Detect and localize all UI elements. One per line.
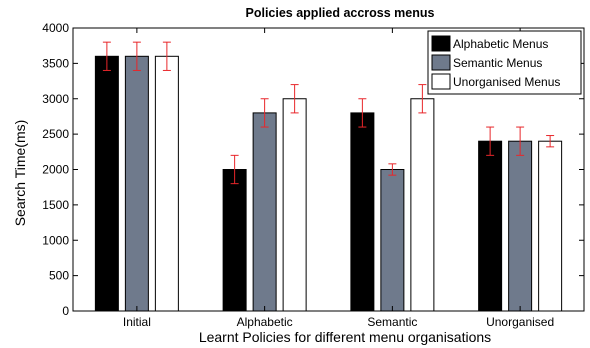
error-bar-2-2: [260, 98, 269, 128]
x-tick-label-4: Unorganised: [486, 315, 554, 329]
y-tick-label-8: 3500: [42, 56, 69, 70]
bar-1-1: [94, 55, 119, 312]
bar-3-1: [154, 55, 179, 312]
bar-3-4: [538, 140, 563, 312]
legend-label-1: Alphabetic Menus: [453, 37, 548, 51]
chart-title: Policies applied accross menus: [246, 6, 435, 20]
y-tick-label-3: 1000: [42, 233, 69, 247]
error-bar-1-1: [102, 41, 111, 71]
error-bar-2-4: [516, 126, 525, 156]
legend: Alphabetic Menus Semantic Menus Unorganise…: [427, 30, 582, 95]
y-tick-label-9: 4000: [42, 21, 69, 35]
x-axis-label: Learnt Policies for different menu organ…: [199, 329, 491, 345]
error-bars-layer: [102, 41, 555, 185]
legend-label-2: Semantic Menus: [453, 56, 542, 70]
bar-2-3: [380, 169, 405, 312]
legend-swatch-1: [431, 35, 451, 52]
bar-1-2: [222, 169, 247, 312]
error-bar-3-4: [546, 135, 555, 148]
y-tick-label-1: 0: [62, 304, 69, 318]
error-bar-3-2: [290, 84, 299, 114]
x-tick-label-3: Semantic: [367, 315, 417, 329]
y-tick-label-7: 3000: [42, 92, 69, 106]
error-bar-2-3: [388, 163, 397, 176]
error-bar-1-3: [358, 98, 367, 128]
y-axis-label: Search Time(ms): [12, 120, 28, 227]
bar-3-2: [282, 98, 307, 312]
error-bar-3-3: [418, 84, 427, 114]
legend-swatch-3: [431, 73, 451, 90]
bar-1-3: [350, 112, 375, 312]
x-tick-label-1: Initial: [123, 315, 151, 329]
bar-1-4: [478, 140, 503, 312]
legend-label-3: Unorganised Menus: [453, 75, 560, 89]
legend-box: [427, 30, 582, 95]
y-tick-label-2: 500: [49, 269, 69, 283]
y-tick-label-5: 2000: [42, 163, 69, 177]
axes-layer: 0 500 1000 1500 2000 2500 3000 3500 4000 Initial A…: [42, 21, 585, 329]
bar-2-1: [124, 55, 149, 312]
bar-3-3: [410, 98, 435, 312]
bars-layer: [94, 55, 563, 312]
y-tick-label-4: 1500: [42, 198, 69, 212]
y-tick-label-6: 2500: [42, 127, 69, 141]
legend-swatch-2: [431, 54, 451, 71]
bar-2-4: [508, 140, 533, 312]
error-bar-3-1: [162, 41, 171, 71]
error-bar-1-4: [486, 126, 495, 156]
error-bar-1-2: [230, 154, 239, 185]
bar-2-2: [252, 112, 277, 312]
error-bar-2-1: [132, 41, 141, 71]
x-tick-label-2: Alphabetic: [237, 315, 293, 329]
